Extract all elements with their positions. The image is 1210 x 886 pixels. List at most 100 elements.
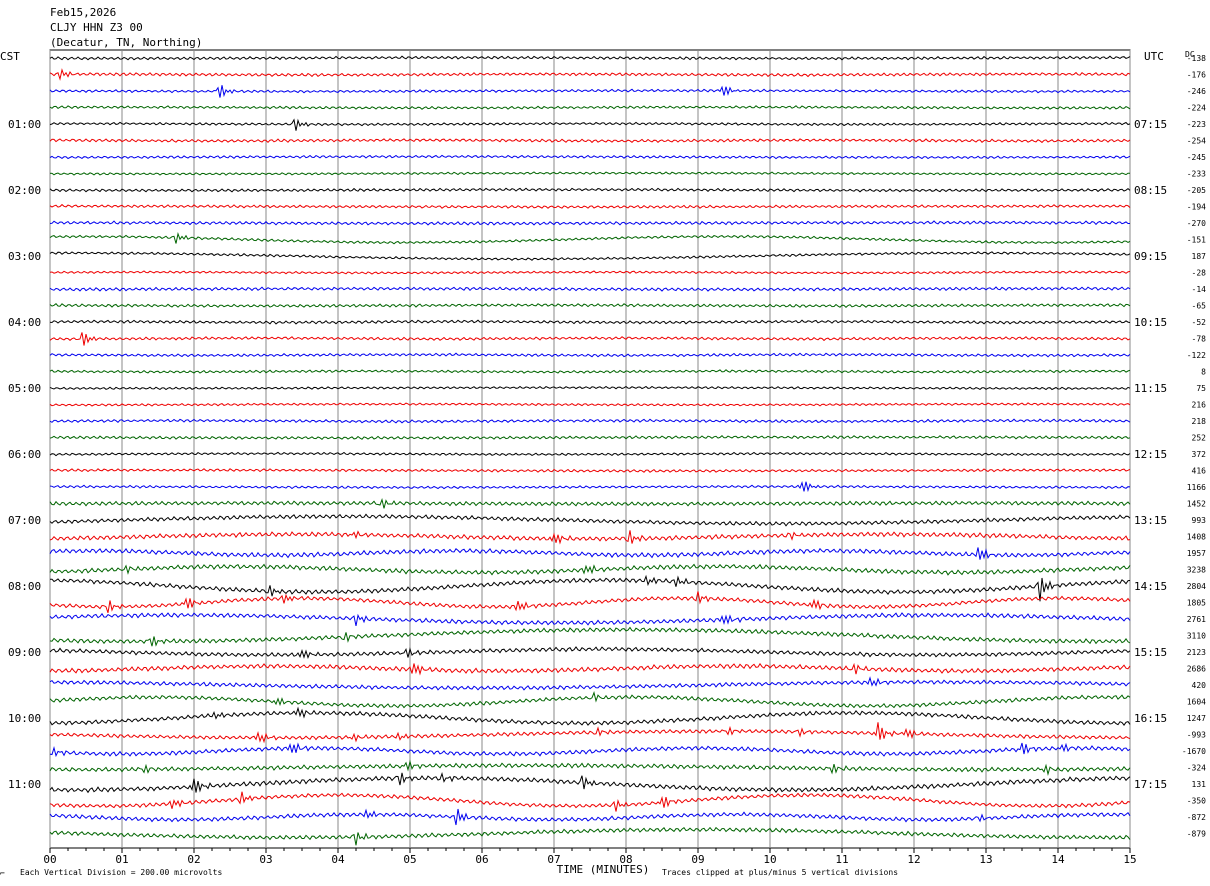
dc-offset-label: -993 bbox=[1187, 731, 1206, 740]
dc-offset-label: -194 bbox=[1187, 203, 1206, 212]
trace-line bbox=[49, 332, 1131, 346]
trace-line bbox=[49, 742, 1131, 758]
utc-hour-label: 17:15 bbox=[1134, 778, 1167, 791]
cst-hour-label: 08:00 bbox=[8, 580, 41, 593]
trace-line bbox=[49, 591, 1131, 613]
utc-hour-label: 08:15 bbox=[1134, 184, 1167, 197]
dc-offset-label: -28 bbox=[1192, 269, 1207, 278]
dc-offset-label: 2123 bbox=[1187, 648, 1206, 657]
dc-offset-label: -223 bbox=[1187, 120, 1206, 129]
trace-line bbox=[49, 563, 1131, 576]
cst-hour-label: 09:00 bbox=[8, 646, 41, 659]
dc-offset-label: 993 bbox=[1192, 516, 1207, 525]
trace-line bbox=[49, 402, 1131, 407]
x-axis: 00 01 02 03 04 05 06 07 08 09 10 11 12 13 14 15 bbox=[43, 848, 1137, 866]
vertical-division-note: Each Vertical Division = 200.00 microvol… bbox=[20, 868, 222, 877]
trace-line bbox=[49, 418, 1131, 424]
dc-column-label: DC bbox=[1185, 50, 1195, 59]
cst-hour-label: 11:00 bbox=[8, 778, 41, 791]
dc-offset-label: -138 bbox=[1187, 54, 1206, 63]
trace-line bbox=[49, 55, 1131, 61]
trace-line bbox=[49, 303, 1131, 308]
x-tick-label: 00 bbox=[43, 853, 56, 866]
clip-note: Traces clipped at plus/minus 5 vertical … bbox=[662, 868, 898, 877]
x-tick-label: 13 bbox=[979, 853, 992, 866]
dc-offset-label: -151 bbox=[1187, 236, 1206, 245]
dc-offset-label: 1408 bbox=[1187, 533, 1206, 542]
cst-hour-label: 10:00 bbox=[8, 712, 41, 725]
dc-offset-label: -176 bbox=[1187, 71, 1206, 80]
header-station: CLJY HHN Z3 00 bbox=[50, 21, 143, 34]
cst-hour-label: 01:00 bbox=[8, 118, 41, 131]
x-tick-label: 11 bbox=[835, 853, 848, 866]
utc-hour-label: 11:15 bbox=[1134, 382, 1167, 395]
x-tick-label: 08 bbox=[619, 853, 632, 866]
trace-line bbox=[49, 270, 1131, 275]
trace-line bbox=[49, 722, 1131, 744]
utc-hour-label: 12:15 bbox=[1134, 448, 1167, 461]
trace-line bbox=[49, 706, 1131, 726]
cst-hour-labels: 01:00 02:00 03:00 04:00 05:00 06:00 07:00 08:00… bbox=[8, 118, 41, 791]
trace-line bbox=[49, 352, 1131, 358]
utc-hour-label: 13:15 bbox=[1134, 514, 1167, 527]
x-tick-label: 04 bbox=[331, 853, 345, 866]
trace-line bbox=[49, 369, 1131, 374]
dc-offset-label: 1957 bbox=[1187, 549, 1206, 558]
trace-line bbox=[49, 612, 1131, 626]
dc-offset-label: 3110 bbox=[1187, 632, 1206, 641]
utc-hour-label: 09:15 bbox=[1134, 250, 1167, 263]
trace-line bbox=[49, 646, 1131, 659]
cst-hour-label: 02:00 bbox=[8, 184, 41, 197]
x-tick-label: 09 bbox=[691, 853, 704, 866]
dc-offset-labels: -138 -176 -246 -224 -223 -254 -245 -233 -205 -194… bbox=[1182, 54, 1206, 839]
trace-line bbox=[49, 480, 1131, 493]
cst-hour-label: 04:00 bbox=[8, 316, 41, 329]
x-tick-label: 05 bbox=[403, 853, 416, 866]
dc-offset-label: -233 bbox=[1187, 170, 1206, 179]
utc-hour-label: 14:15 bbox=[1134, 580, 1167, 593]
scale-marker-icon: ⌐ bbox=[0, 869, 5, 878]
x-tick-label: 01 bbox=[115, 853, 128, 866]
dc-offset-label: 8 bbox=[1201, 368, 1206, 377]
trace-line bbox=[49, 497, 1131, 509]
x-axis-title: TIME (MINUTES) bbox=[557, 863, 650, 876]
trace-line bbox=[49, 85, 1131, 98]
trace-line bbox=[49, 251, 1131, 261]
dc-offset-label: -350 bbox=[1187, 797, 1206, 806]
header-location: (Decatur, TN, Northing) bbox=[50, 36, 202, 49]
trace-line bbox=[49, 451, 1131, 457]
cst-hour-label: 06:00 bbox=[8, 448, 41, 461]
dc-offset-label: 2686 bbox=[1187, 665, 1206, 674]
dc-offset-label: 1604 bbox=[1187, 698, 1206, 707]
dc-offset-label: 216 bbox=[1192, 401, 1207, 410]
cst-hour-label: 05:00 bbox=[8, 382, 41, 395]
dc-offset-label: -52 bbox=[1192, 318, 1207, 327]
x-tick-label: 06 bbox=[475, 853, 488, 866]
trace-line bbox=[49, 662, 1131, 676]
trace-line bbox=[49, 435, 1131, 440]
trace-line bbox=[49, 385, 1131, 391]
dc-offset-label: 131 bbox=[1192, 780, 1207, 789]
trace-line bbox=[49, 171, 1130, 176]
trace-line bbox=[49, 286, 1131, 292]
dc-offset-label: -270 bbox=[1187, 219, 1206, 228]
trace-line bbox=[49, 808, 1131, 826]
dc-offset-label: -254 bbox=[1187, 137, 1206, 146]
trace-line bbox=[49, 187, 1131, 193]
dc-offset-label: -122 bbox=[1187, 351, 1206, 360]
x-tick-label: 10 bbox=[763, 853, 776, 866]
trace-line bbox=[49, 691, 1131, 709]
x-tick-label: 07 bbox=[547, 853, 560, 866]
x-tick-label: 02 bbox=[187, 853, 200, 866]
utc-hour-label: 15:15 bbox=[1134, 646, 1167, 659]
dc-offset-label: 1166 bbox=[1187, 483, 1206, 492]
dc-offset-label: -245 bbox=[1187, 153, 1206, 162]
trace-line bbox=[49, 118, 1131, 131]
trace-line bbox=[49, 203, 1131, 209]
dc-offset-label: 372 bbox=[1192, 450, 1207, 459]
trace-line bbox=[49, 676, 1131, 691]
trace-line bbox=[50, 574, 1131, 602]
dc-offset-label: 1247 bbox=[1187, 714, 1206, 723]
trace-line bbox=[49, 468, 1131, 473]
